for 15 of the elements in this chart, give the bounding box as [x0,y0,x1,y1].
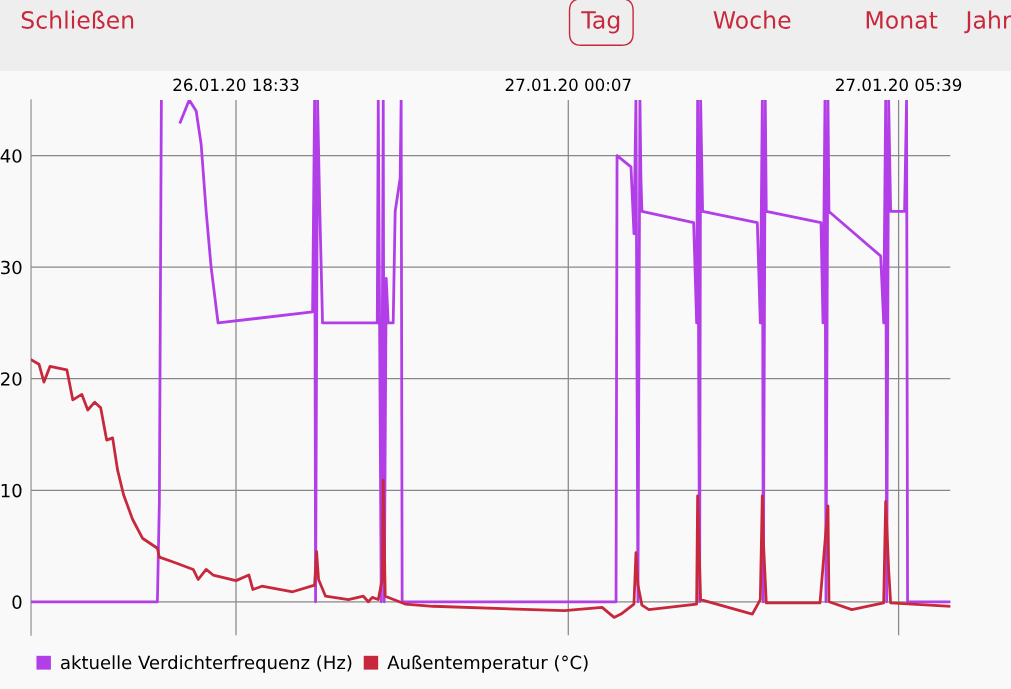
text: Woche [713,10,791,29]
x-tick-label: 26.01.20 18:33 [173,78,299,92]
y-tick-label: 40 [0,149,22,163]
text: Schließen [21,10,134,29]
x-tick-label: 27.01.20 05:39 [836,78,962,92]
y-tick-label: 30 [1,260,22,275]
x-tick-label: 27.01.20 00:07 [505,78,631,92]
text: Tag [581,11,620,34]
y-tick-label: 10 [1,483,22,498]
y-tick-label: 20 [1,372,22,386]
text: Jahr [964,10,1011,34]
legend-label: aktuelle Verdichterfrequenz (Hz) [61,655,352,673]
text: Monat [866,11,938,29]
y-tick-label: 0 [12,595,22,609]
legend-label: Außentemperatur (°C) [387,655,588,673]
